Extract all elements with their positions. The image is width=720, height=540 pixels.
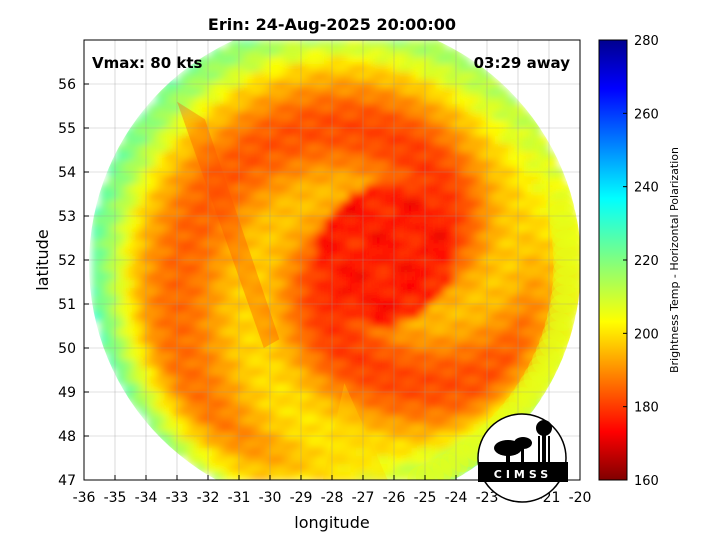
x-tick-label: -29 — [290, 490, 313, 506]
colorbar — [598, 39, 628, 481]
x-tick-label: -34 — [135, 490, 158, 506]
colorbar-label: Brightness Temp - Horizontal Polarizatio… — [668, 147, 681, 373]
x-tick-label: -28 — [321, 490, 344, 506]
x-tick-label: -36 — [73, 490, 96, 506]
x-tick-label: -26 — [383, 490, 406, 506]
x-axis-label: longitude — [294, 513, 369, 532]
y-tick-label: 55 — [58, 121, 76, 137]
vmax-annotation: Vmax: 80 kts — [92, 54, 202, 72]
colorbar-tick-label: 180 — [634, 401, 659, 416]
y-tick-label: 54 — [58, 165, 76, 181]
colorbar-tick-label: 280 — [634, 34, 659, 49]
x-tick-label: -35 — [104, 490, 127, 506]
y-tick-label: 52 — [58, 253, 76, 269]
y-tick-label: 47 — [58, 473, 76, 489]
x-tick-label: -31 — [228, 490, 251, 506]
brightness-temp-image — [92, 40, 580, 480]
chart-title: Erin: 24-Aug-2025 20:00:00 — [208, 15, 456, 34]
y-tick-label: 49 — [58, 385, 76, 401]
x-tick-label: -27 — [352, 490, 375, 506]
x-tick-label: -20 — [569, 490, 592, 506]
y-tick-label: 48 — [58, 429, 76, 445]
x-tick-label: -23 — [476, 490, 499, 506]
x-axis: -36 -35 -34 -33 -32 -31 -30 -29 -28 -27 -26 -25 -24-… — [73, 475, 592, 506]
y-axis: 47 48 49 50 51 52 53 54 55 56 — [58, 77, 89, 489]
colorbar-tick-label: 200 — [634, 327, 659, 342]
colorbar-tick-label: 240 — [634, 181, 659, 196]
x-tick-label: -24 — [445, 490, 468, 506]
colorbar-tick-label: 220 — [634, 254, 659, 269]
y-tick-label: 51 — [58, 297, 76, 313]
time-away-annotation: 03:29 away — [474, 54, 571, 72]
cimss-logo: CIMSS — [477, 413, 568, 503]
x-tick-label: -32 — [197, 490, 220, 506]
logo-text: CIMSS — [494, 468, 552, 481]
y-tick-label: 56 — [58, 77, 76, 93]
colorbar-tick-label: 160 — [634, 474, 659, 489]
colorbar-ticks: 160 180 200 220 240 260 280 — [623, 34, 659, 489]
x-tick-label: -30 — [259, 490, 282, 506]
x-tick-label: -33 — [166, 490, 189, 506]
y-tick-label: 53 — [58, 209, 76, 225]
y-tick-label: 50 — [58, 341, 76, 357]
x-tick-label: -25 — [414, 490, 437, 506]
colorbar-tick-label: 260 — [634, 107, 659, 122]
y-axis-label: latitude — [33, 229, 52, 290]
